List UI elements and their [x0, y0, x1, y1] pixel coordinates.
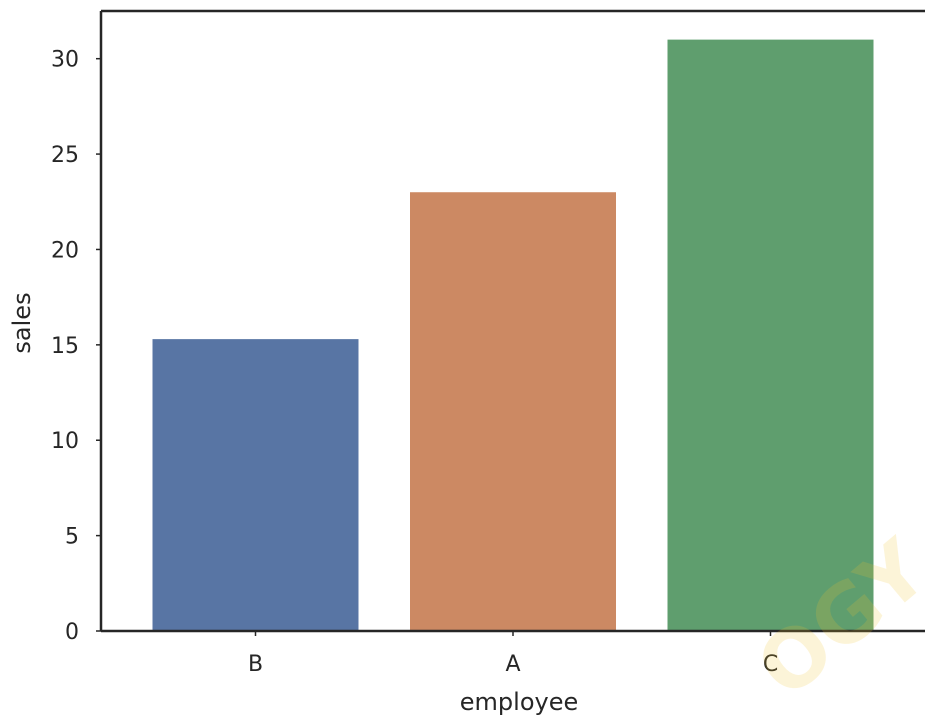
y-tick-label-30: 30: [51, 48, 79, 73]
x-tick-label-A: A: [505, 652, 520, 677]
y-axis-ticks: 0 5 10 15 20 25 30: [51, 48, 101, 645]
y-tick-label-10: 10: [51, 429, 79, 454]
y-tick-label-20: 20: [51, 238, 79, 263]
bars-group: [152, 39, 874, 632]
y-tick-label-5: 5: [65, 525, 79, 550]
x-tick-label-B: B: [248, 652, 263, 677]
bar-C: [667, 39, 874, 632]
y-tick-label-15: 15: [51, 334, 79, 359]
y-axis-label: sales: [8, 292, 36, 353]
y-tick-label-25: 25: [51, 143, 79, 168]
x-axis-label: employee: [460, 688, 578, 716]
x-tick-label-C: C: [763, 652, 778, 677]
bar-A: [410, 192, 616, 631]
bar-B: [152, 339, 359, 631]
y-tick-label-0: 0: [65, 620, 79, 645]
